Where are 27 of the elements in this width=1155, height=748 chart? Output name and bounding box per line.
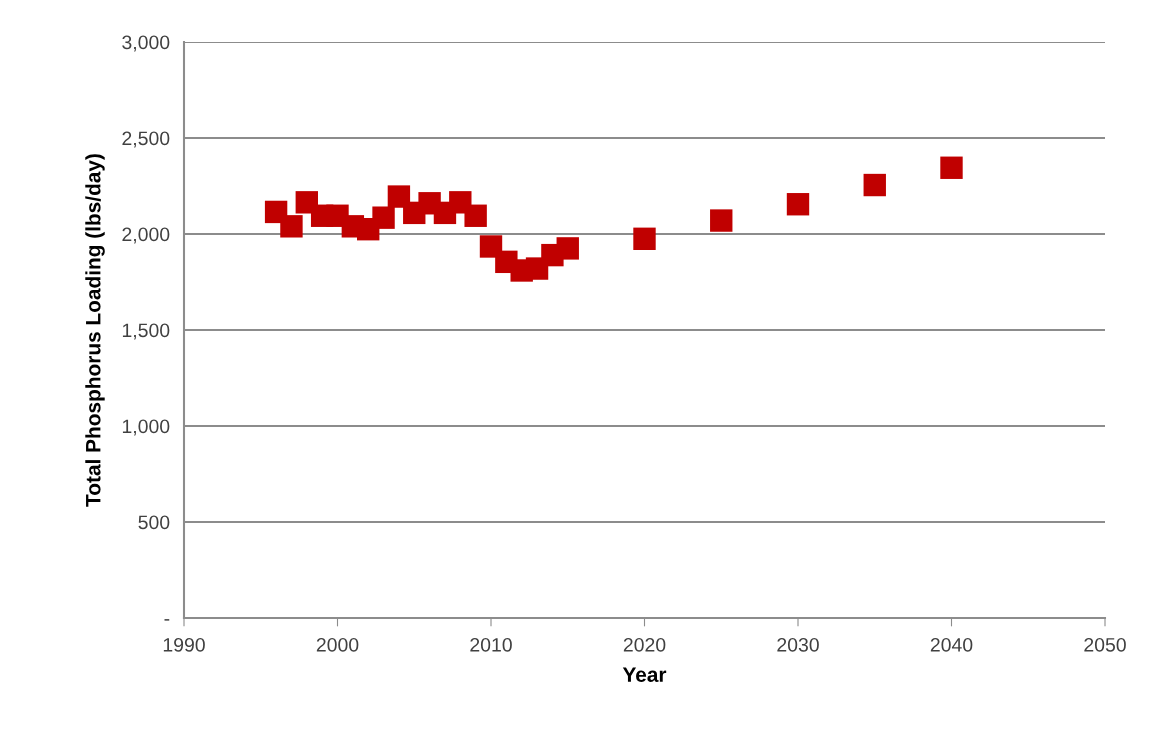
y-tick-label: -: [164, 619, 170, 621]
x-tick-label: 2030: [777, 637, 819, 652]
point: [633, 227, 656, 250]
point: [786, 193, 810, 216]
point: [387, 185, 411, 208]
point: [280, 215, 303, 238]
y-tick-label: 500: [138, 515, 170, 530]
y-tick-label: 2,500: [122, 131, 170, 148]
x-tick-label: 2040: [930, 637, 973, 652]
point: [479, 235, 503, 258]
point: [863, 173, 886, 197]
x-tick-label: 2020: [623, 637, 666, 652]
point: [464, 204, 487, 227]
point: [372, 206, 395, 229]
point: [556, 237, 579, 260]
x-tick-label: 2010: [470, 637, 512, 652]
y-tick-label: 1,500: [122, 323, 170, 340]
y-tick-label: 1,000: [122, 419, 170, 436]
point: [940, 156, 963, 179]
x-tick-label: 2050: [1084, 637, 1126, 652]
x-axis-title: Year: [622, 667, 667, 682]
point: [710, 209, 733, 232]
y-axis-title: Total Phosphorus Loading (lbs/day): [85, 154, 105, 507]
y-tick-label: 3,000: [122, 35, 170, 52]
x-tick-label: 1990: [163, 637, 205, 652]
x-tick-label: 2000: [316, 637, 359, 652]
y-tick-label: 2,000: [122, 227, 170, 244]
